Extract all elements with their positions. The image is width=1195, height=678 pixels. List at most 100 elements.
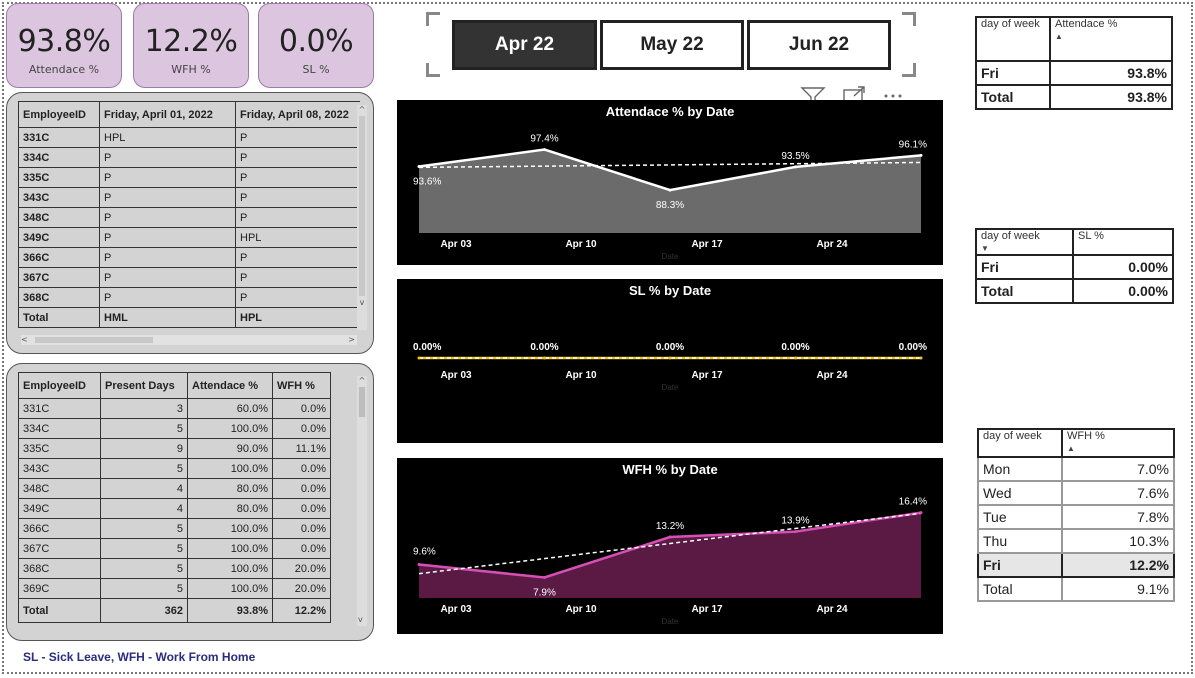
- column-header[interactable]: Attendace %: [187, 372, 273, 399]
- column-header-day-of-week[interactable]: day of week ▼: [975, 228, 1074, 256]
- daily-status-matrix: EmployeeID Friday, April 01, 2022 Friday, …: [6, 92, 374, 354]
- wfh-by-date-chart[interactable]: WFH % by Date 9.6% 7.9% 13.2% 13.9% 16.4% Apr …: [397, 458, 943, 634]
- x-tick-label: Apr 10: [565, 370, 597, 381]
- data-label: 96.1%: [899, 139, 927, 150]
- daily-status-table: EmployeeID Friday, April 01, 2022 Friday, …: [18, 101, 360, 328]
- value-cell: 11.1%: [272, 438, 331, 459]
- area-fill: [419, 512, 921, 598]
- total-row: Total 0.00%: [975, 278, 1174, 304]
- value-cell: 0.0%: [272, 478, 331, 499]
- table-row: Fri 0.00%: [975, 254, 1174, 280]
- column-header-wfh[interactable]: WFH % ▲: [1061, 428, 1175, 458]
- data-point[interactable]: [543, 356, 546, 360]
- table-row: 348C P P: [18, 207, 360, 228]
- day-cell: Mon: [977, 456, 1063, 482]
- x-tick-label: Apr 24: [816, 239, 848, 250]
- data-point[interactable]: [417, 356, 421, 360]
- column-header-attendance[interactable]: Attendace % ▲: [1049, 16, 1173, 62]
- data-point[interactable]: [668, 188, 672, 192]
- x-tick-label: Apr 10: [565, 239, 597, 250]
- data-point[interactable]: [417, 563, 421, 567]
- employee-id-cell: 343C: [18, 458, 101, 479]
- scroll-down-icon[interactable]: v: [358, 615, 363, 624]
- table-row: Fri 12.2%: [977, 552, 1175, 578]
- table-row: 335C P P: [18, 167, 360, 188]
- total-row: Total 9.1%: [977, 576, 1175, 602]
- column-header[interactable]: Friday, April 08, 2022: [235, 101, 360, 128]
- column-header[interactable]: Present Days: [100, 372, 188, 399]
- value-cell: 5: [100, 418, 188, 439]
- column-header-sl[interactable]: SL %: [1072, 228, 1174, 256]
- total-cell: HML: [99, 307, 236, 328]
- scroll-up-icon[interactable]: ^: [358, 105, 366, 114]
- kpi-value: 0.0%: [278, 24, 354, 59]
- data-point[interactable]: [543, 575, 546, 579]
- employee-id-cell: 366C: [18, 518, 101, 539]
- vertical-scrollbar[interactable]: ^ v: [357, 105, 367, 330]
- table-row: Thu 10.3%: [977, 528, 1175, 554]
- sl-by-date-chart[interactable]: SL % by Date 0.00% 0.00% 0.00% 0.00% 0.00% Apr…: [397, 279, 943, 443]
- scroll-right-icon[interactable]: >: [348, 335, 355, 344]
- column-header[interactable]: WFH %: [272, 372, 331, 399]
- selection-corner: [902, 12, 916, 26]
- attendance-by-date-chart[interactable]: Attendace % by Date 93.6% 97.4% 88.3% 93.5% 9…: [397, 100, 943, 265]
- employee-id-cell: 331C: [18, 127, 100, 148]
- data-point[interactable]: [919, 511, 923, 515]
- status-cell: P: [235, 167, 360, 188]
- vertical-scrollbar[interactable]: ^ v: [357, 376, 367, 626]
- kpi-card-wfh[interactable]: 12.2% WFH %: [133, 3, 249, 88]
- employee-id-cell: 368C: [18, 558, 101, 579]
- table-row: 331C HPL P: [18, 127, 360, 148]
- sort-ascending-icon[interactable]: ▲: [1067, 444, 1075, 453]
- data-label: 13.9%: [781, 516, 809, 527]
- slicer-option-may-22[interactable]: May 22: [600, 20, 744, 70]
- column-header[interactable]: EmployeeID: [18, 372, 101, 399]
- data-point[interactable]: [668, 356, 672, 360]
- selection-corner: [426, 12, 440, 26]
- data-point[interactable]: [417, 164, 421, 168]
- scrollbar-thumb[interactable]: [35, 337, 153, 343]
- data-point[interactable]: [919, 153, 923, 157]
- data-point[interactable]: [794, 356, 797, 360]
- status-cell: P: [235, 287, 360, 308]
- value-cell: 12.2%: [1061, 552, 1175, 578]
- employee-id-cell: 349C: [18, 227, 100, 248]
- value-cell: 5: [100, 578, 188, 599]
- sort-ascending-icon[interactable]: ▲: [1055, 32, 1063, 41]
- scroll-left-icon[interactable]: <: [21, 335, 28, 344]
- horizontal-scrollbar[interactable]: < >: [21, 335, 357, 345]
- slicer-option-jun-22[interactable]: Jun 22: [747, 20, 891, 70]
- day-cell: Tue: [977, 504, 1063, 530]
- column-header-day-of-week[interactable]: day of week: [977, 428, 1063, 458]
- data-label: 97.4%: [530, 134, 558, 145]
- kpi-card-attendance[interactable]: 93.8% Attendace %: [6, 3, 122, 88]
- column-header-day-of-week[interactable]: day of week: [975, 16, 1051, 62]
- value-cell: 0.0%: [272, 418, 331, 439]
- scrollbar-thumb[interactable]: [359, 116, 365, 296]
- column-header[interactable]: EmployeeID: [18, 101, 100, 128]
- more-options-icon[interactable]: [884, 94, 902, 98]
- data-label: 0.00%: [530, 342, 558, 353]
- value-cell: 0.0%: [272, 398, 331, 419]
- kpi-card-sl[interactable]: 0.0% SL %: [258, 3, 374, 88]
- scroll-up-icon[interactable]: ^: [358, 376, 366, 385]
- value-cell: 100.0%: [187, 578, 273, 599]
- table-row: Wed 7.6%: [977, 480, 1175, 506]
- data-point[interactable]: [543, 148, 546, 152]
- data-label: 93.5%: [781, 151, 809, 162]
- data-point[interactable]: [668, 535, 672, 539]
- data-label: 0.00%: [781, 342, 809, 353]
- sort-descending-icon[interactable]: ▼: [981, 244, 989, 253]
- value-cell: 7.6%: [1061, 480, 1175, 506]
- value-cell: 5: [100, 458, 188, 479]
- scrollbar-thumb[interactable]: [359, 387, 365, 417]
- column-header[interactable]: Friday, April 01, 2022: [99, 101, 236, 128]
- scroll-down-icon[interactable]: v: [359, 298, 365, 307]
- table-row: 349C P HPL: [18, 227, 360, 248]
- slicer-option-apr-22[interactable]: Apr 22: [452, 20, 597, 70]
- data-point[interactable]: [919, 356, 923, 360]
- data-point[interactable]: [794, 530, 797, 534]
- chart-title: WFH % by Date: [622, 462, 717, 477]
- trend-line: [418, 512, 922, 575]
- data-point[interactable]: [794, 165, 797, 169]
